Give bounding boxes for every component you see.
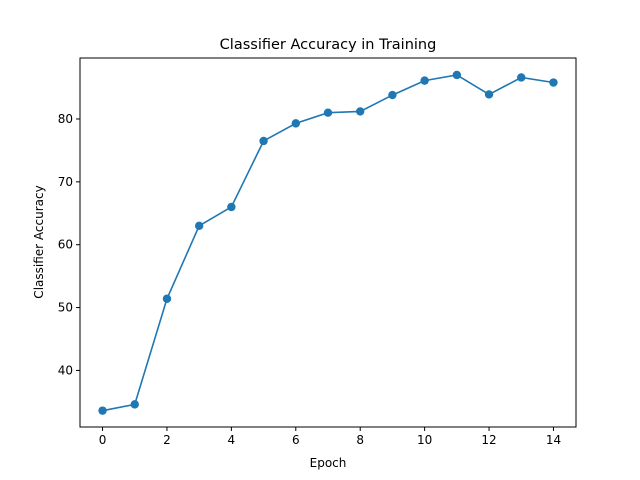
y-axis-label: Classifier Accuracy xyxy=(32,185,46,298)
data-point xyxy=(227,202,236,212)
x-tick-label: 4 xyxy=(228,433,236,447)
data-point xyxy=(259,136,268,146)
y-tick-label: 50 xyxy=(58,301,73,315)
data-point xyxy=(420,76,429,85)
data-point xyxy=(323,108,333,117)
data-point xyxy=(356,107,365,116)
series-line xyxy=(102,74,554,412)
data-point xyxy=(98,406,107,415)
data-point xyxy=(388,90,397,100)
x-tick-label: 14 xyxy=(546,433,561,447)
data-point xyxy=(452,70,462,80)
x-tick-label: 10 xyxy=(417,433,432,447)
plot-frame xyxy=(79,57,577,428)
y-tick-label: 40 xyxy=(58,363,73,377)
x-tick-label: 0 xyxy=(99,433,107,447)
chart-title: Classifier Accuracy in Training xyxy=(220,37,437,53)
y-tick-label: 70 xyxy=(58,175,73,189)
x-tick-label: 12 xyxy=(481,433,496,447)
data-point xyxy=(484,90,494,99)
data-point xyxy=(162,294,172,303)
x-tick-label: 6 xyxy=(292,433,300,447)
data-point xyxy=(291,119,300,128)
x-axis-label: Epoch xyxy=(310,456,347,470)
x-tick-label: 2 xyxy=(163,433,171,447)
x-tick-label: 8 xyxy=(356,433,364,447)
y-tick-label: 60 xyxy=(58,238,73,252)
data-point xyxy=(130,400,139,409)
y-tick-label: 80 xyxy=(58,112,73,126)
plot-area: 0 2 4 6 8 10 12 14 40 50 60 70 80 xyxy=(58,57,577,447)
data-point xyxy=(517,73,526,82)
data-point xyxy=(549,78,558,87)
data-point xyxy=(194,221,204,231)
